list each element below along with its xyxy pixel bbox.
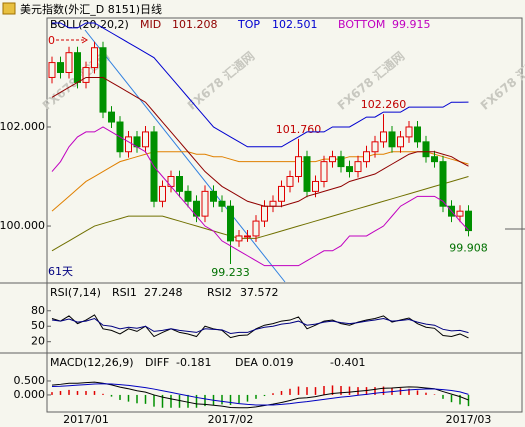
y-tick-label: 0.000 [14,388,46,401]
legend-value: -0.401 [330,356,365,369]
candle-body [218,200,226,207]
candle-body [184,190,192,202]
candle-body [405,126,413,138]
candle-body [57,62,64,73]
candle-body [108,111,115,123]
candle-body [252,220,260,237]
legend-name: RSI1 [112,286,137,299]
candle-body [74,52,81,83]
legend-name: BOTTOM [338,18,385,31]
marker-label: 0 [48,34,55,47]
legend-value: 102.501 [272,18,318,31]
candle-body [295,156,302,178]
candle-body [346,166,353,173]
series-line [52,22,469,148]
y-tick-label: 0.500 [14,374,46,387]
candle-body [371,141,379,153]
indicator-label: MACD(12,26,9) [50,356,134,369]
icon [2,2,16,15]
chart-title: 美元指数(外汇_D 8151)日线 [20,2,162,16]
y-tick-label: 100.000 [0,219,45,232]
candle-body [176,176,183,192]
candle-body [99,47,107,113]
candle-body [82,67,90,83]
candle-body [363,151,370,163]
watermarks: FX678 汇通网 FX678 汇通网 FX678 汇通网 FX678 汇通网 [39,48,525,113]
candle-body [261,205,268,222]
candle-body [142,131,149,148]
candle-body [65,52,73,73]
price-annotation: 102.260 [361,98,407,111]
legend-value: 37.572 [240,286,279,299]
frame [0,17,525,413]
last-price: 99.908 [449,241,488,254]
candle-body [269,200,277,207]
y-tick-label: 20 [31,335,45,348]
candle-body [91,47,98,69]
candle-body [48,62,56,78]
watermark: FX678 汇通网 [477,48,525,113]
x-tick-label: 2017/02 [208,413,254,426]
candle-body [422,141,430,158]
trend-line [84,29,286,283]
legend-value: 101.208 [172,18,218,31]
y-tick-label: 50 [31,319,45,332]
series-line [51,314,469,339]
y-tick-label: 80 [31,304,45,317]
indicator-label: RSI(7,14) [50,286,101,299]
candle-body [303,156,311,192]
candle-body [329,156,336,163]
x-tick-label: 2017/03 [446,413,492,426]
watermark: FX678 汇通网 [184,48,257,113]
legend-name: RSI2 [207,286,232,299]
series-line [51,317,469,334]
candle-body [337,156,345,168]
candle-body [286,176,294,187]
x-tick-label: 2017/01 [63,413,109,426]
candle-body [125,136,132,153]
legend-value: 0.019 [262,356,294,369]
candle-body [388,131,396,148]
candle-body [312,180,319,192]
candle-body [201,190,209,217]
legend-value: -0.181 [176,356,211,369]
candle-body [235,235,243,242]
series-line [51,126,469,267]
y-tick-label: 102.000 [0,120,45,133]
series-line [51,76,469,207]
legend-name: MID [140,18,161,31]
legend-value: 99.915 [392,18,431,31]
moving-average [51,151,469,212]
legend-value: 27.248 [144,286,183,299]
candle-body [439,161,447,207]
candle-body [397,136,404,148]
price-annotation: 99.233 [211,266,250,279]
candle-body [278,185,285,202]
candle-body [354,161,362,173]
candle-body [227,205,234,242]
candle-body [431,156,438,163]
candle-body [320,161,328,182]
candle-body [380,131,387,143]
candle-body [167,176,175,187]
marker-arrow-head [81,36,88,44]
candle-body [210,190,217,202]
candle-body [465,210,472,232]
series-line [51,381,469,409]
price-annotation: 101.760 [276,123,322,136]
period-label: 61天 [48,265,73,278]
candle-body [159,185,166,202]
candle-body [414,126,421,143]
indicator-label: BOLL(20,20,2) [50,18,129,31]
series-line [51,383,469,406]
legend-name: TOP [237,18,260,31]
legend-name: DEA [235,356,258,369]
candle-body [244,235,251,238]
moving-average [51,176,469,252]
legend-name: DIFF [145,356,169,369]
candle-body [456,210,464,217]
